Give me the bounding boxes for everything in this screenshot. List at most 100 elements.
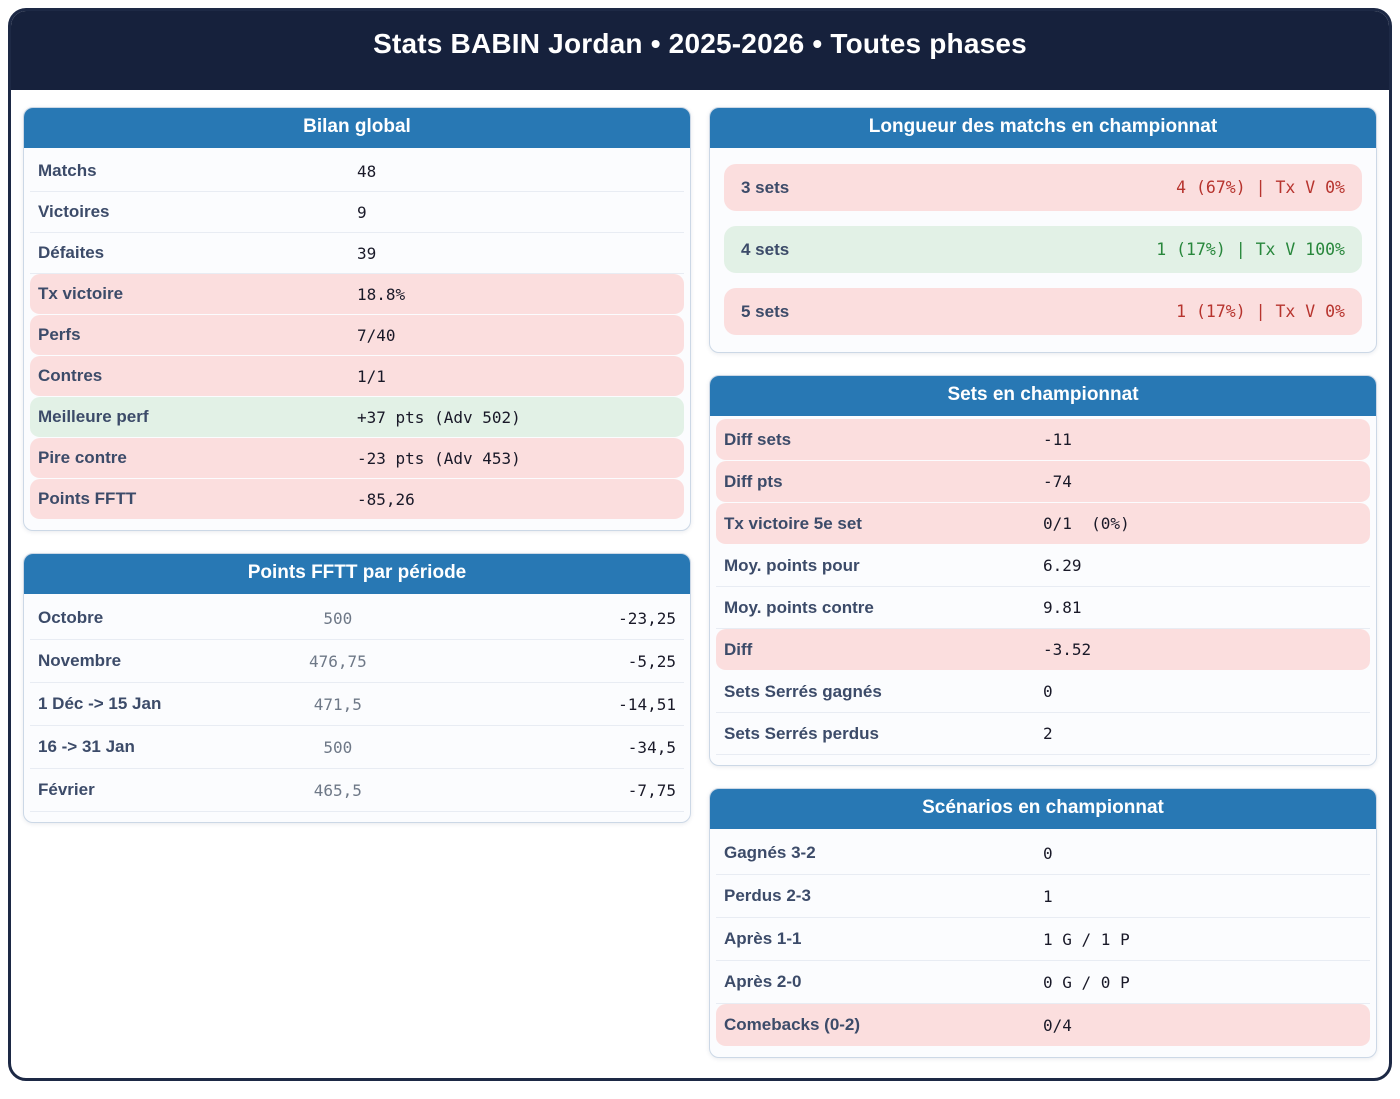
row-label: Après 1-1 xyxy=(724,929,802,948)
table-row: Meilleure perf +37 pts (Adv 502) xyxy=(30,397,684,438)
table-row: Moy. points pour 6.29 xyxy=(716,545,1370,587)
table-row: Sets Serrés perdus 2 xyxy=(716,713,1370,755)
row-value: 9 xyxy=(357,202,367,222)
row-label: Diff sets xyxy=(724,429,792,449)
table-row: Perdus 2-3 1 xyxy=(716,875,1370,918)
row-label: Contres xyxy=(38,366,103,385)
row-label: Diff xyxy=(724,639,753,659)
right-column: Longueur des matchs en championnat 3 set… xyxy=(709,107,1377,1078)
row-label: Comebacks (0-2) xyxy=(724,1015,861,1034)
row-value: 4 (67%) | Tx V 0% xyxy=(1176,178,1345,197)
row-value: 9.81 xyxy=(1043,598,1082,617)
table-row: Tx victoire 5e set 0/1 (0%) xyxy=(716,503,1370,545)
row-value: 1 xyxy=(1043,886,1053,906)
card-title-longueur-matchs: Longueur des matchs en championnat xyxy=(710,108,1376,148)
table-row: Matchs 48 xyxy=(30,151,684,192)
card-title-sets-championnat: Sets en championnat xyxy=(710,376,1376,416)
card-title-points-fftt-periode: Points FFTT par période xyxy=(24,554,690,594)
period-label: Octobre xyxy=(38,608,104,627)
points-delta-value: -14,51 xyxy=(618,694,676,714)
points-fftt-rows: Octobre 500 -23,25 Novembre 476,75 -5,25… xyxy=(24,594,690,822)
table-row: Pire contre -23 pts (Adv 453) xyxy=(30,438,684,479)
points-value: 465,5 xyxy=(313,780,362,800)
table-row: Après 1-1 1 G / 1 P xyxy=(716,918,1370,961)
row-value: 0/1 (0%) xyxy=(1043,514,1130,533)
points-value: 500 xyxy=(323,737,353,757)
stats-page: Stats BABIN Jordan • 2025-2026 • Toutes … xyxy=(8,8,1392,1081)
period-label: Février xyxy=(38,780,95,799)
points-delta-value: -7,75 xyxy=(627,780,676,800)
row-label: Matchs xyxy=(38,161,97,180)
scenarios-championnat-rows: Gagnés 3-2 0 Perdus 2-3 1 Après 1-1 1 G … xyxy=(710,829,1376,1057)
row-label: Après 2-0 xyxy=(724,972,802,991)
table-row: 4 sets 1 (17%) | Tx V 100% xyxy=(724,226,1362,273)
table-row: Sets Serrés gagnés 0 xyxy=(716,671,1370,713)
card-points-fftt-periode: Points FFTT par période Octobre 500 -23,… xyxy=(23,553,691,823)
table-row: Points FFTT -85,26 xyxy=(30,479,684,520)
table-row: 1 Déc -> 15 Jan 471,5 -14,51 xyxy=(30,683,684,726)
row-value: -3.52 xyxy=(1043,640,1092,659)
row-value: 2 xyxy=(1043,724,1053,743)
table-row: 5 sets 1 (17%) | Tx V 0% xyxy=(724,288,1362,335)
row-value: 0 xyxy=(1043,682,1053,701)
row-value: +37 pts (Adv 502) xyxy=(357,407,521,427)
row-label: Gagnés 3-2 xyxy=(724,843,816,862)
row-value: 0 xyxy=(1043,843,1053,863)
table-row: Tx victoire 18.8% xyxy=(30,274,684,315)
row-label: Pire contre xyxy=(38,448,127,467)
row-label: Points FFTT xyxy=(38,489,137,508)
row-value: 0 G / 0 P xyxy=(1043,972,1130,992)
points-value: 500 xyxy=(323,608,353,628)
row-label: Victoires xyxy=(38,202,110,221)
row-label: Défaites xyxy=(38,243,105,262)
table-row: Diff pts -74 xyxy=(716,461,1370,503)
row-label: Moy. points contre xyxy=(724,597,874,617)
row-label: Sets Serrés gagnés xyxy=(724,681,882,701)
bilan-global-rows: Matchs 48 Victoires 9 Défaites 39 Tx vic… xyxy=(24,148,690,530)
row-value: -11 xyxy=(1043,430,1072,449)
table-row: 3 sets 4 (67%) | Tx V 0% xyxy=(724,164,1362,211)
row-value: 6.29 xyxy=(1043,556,1082,575)
card-longueur-matchs: Longueur des matchs en championnat 3 set… xyxy=(709,107,1377,353)
row-value: -23 pts (Adv 453) xyxy=(357,448,521,468)
page-header: Stats BABIN Jordan • 2025-2026 • Toutes … xyxy=(11,11,1389,90)
period-label: Novembre xyxy=(38,651,122,670)
points-delta-value: -23,25 xyxy=(618,608,676,628)
card-title-bilan-global: Bilan global xyxy=(24,108,690,148)
table-row: Gagnés 3-2 0 xyxy=(716,832,1370,875)
table-row: Octobre 500 -23,25 xyxy=(30,597,684,640)
row-label: Tx victoire xyxy=(38,284,124,303)
table-row: Après 2-0 0 G / 0 P xyxy=(716,961,1370,1004)
points-delta-value: -34,5 xyxy=(627,737,676,757)
row-label: Diff pts xyxy=(724,471,783,491)
page-title: Stats BABIN Jordan • 2025-2026 • Toutes … xyxy=(373,27,1027,59)
row-value: 1 (17%) | Tx V 0% xyxy=(1176,302,1345,321)
row-label: 3 sets xyxy=(741,177,790,197)
card-title-scenarios-championnat: Scénarios en championnat xyxy=(710,789,1376,829)
row-label: 4 sets xyxy=(741,239,790,259)
row-label: Sets Serrés perdus xyxy=(724,723,879,743)
row-value: 7/40 xyxy=(357,325,396,345)
table-row: Février 465,5 -7,75 xyxy=(30,769,684,812)
table-row: Diff -3.52 xyxy=(716,629,1370,671)
row-label: Perfs xyxy=(38,325,81,344)
table-row: 16 -> 31 Jan 500 -34,5 xyxy=(30,726,684,769)
table-row: Contres 1/1 xyxy=(30,356,684,397)
row-label: Moy. points pour xyxy=(724,555,860,575)
row-value: 1 (17%) | Tx V 100% xyxy=(1156,240,1345,259)
points-delta-value: -5,25 xyxy=(627,651,676,671)
points-value: 476,75 xyxy=(308,651,367,671)
table-row: Victoires 9 xyxy=(30,192,684,233)
table-row: Défaites 39 xyxy=(30,233,684,274)
left-column: Bilan global Matchs 48 Victoires 9 Défai… xyxy=(23,107,691,1078)
row-value: -74 xyxy=(1043,472,1072,491)
sets-championnat-rows: Diff sets -11 Diff pts -74 Tx victoire 5… xyxy=(710,416,1376,765)
table-row: Perfs 7/40 xyxy=(30,315,684,356)
row-label: Tx victoire 5e set xyxy=(724,513,862,533)
points-value: 471,5 xyxy=(313,694,362,714)
table-row: Diff sets -11 xyxy=(716,419,1370,461)
card-scenarios-championnat: Scénarios en championnat Gagnés 3-2 0 Pe… xyxy=(709,788,1377,1058)
card-bilan-global: Bilan global Matchs 48 Victoires 9 Défai… xyxy=(23,107,691,531)
table-row: Novembre 476,75 -5,25 xyxy=(30,640,684,683)
content-area: Bilan global Matchs 48 Victoires 9 Défai… xyxy=(11,90,1389,1078)
